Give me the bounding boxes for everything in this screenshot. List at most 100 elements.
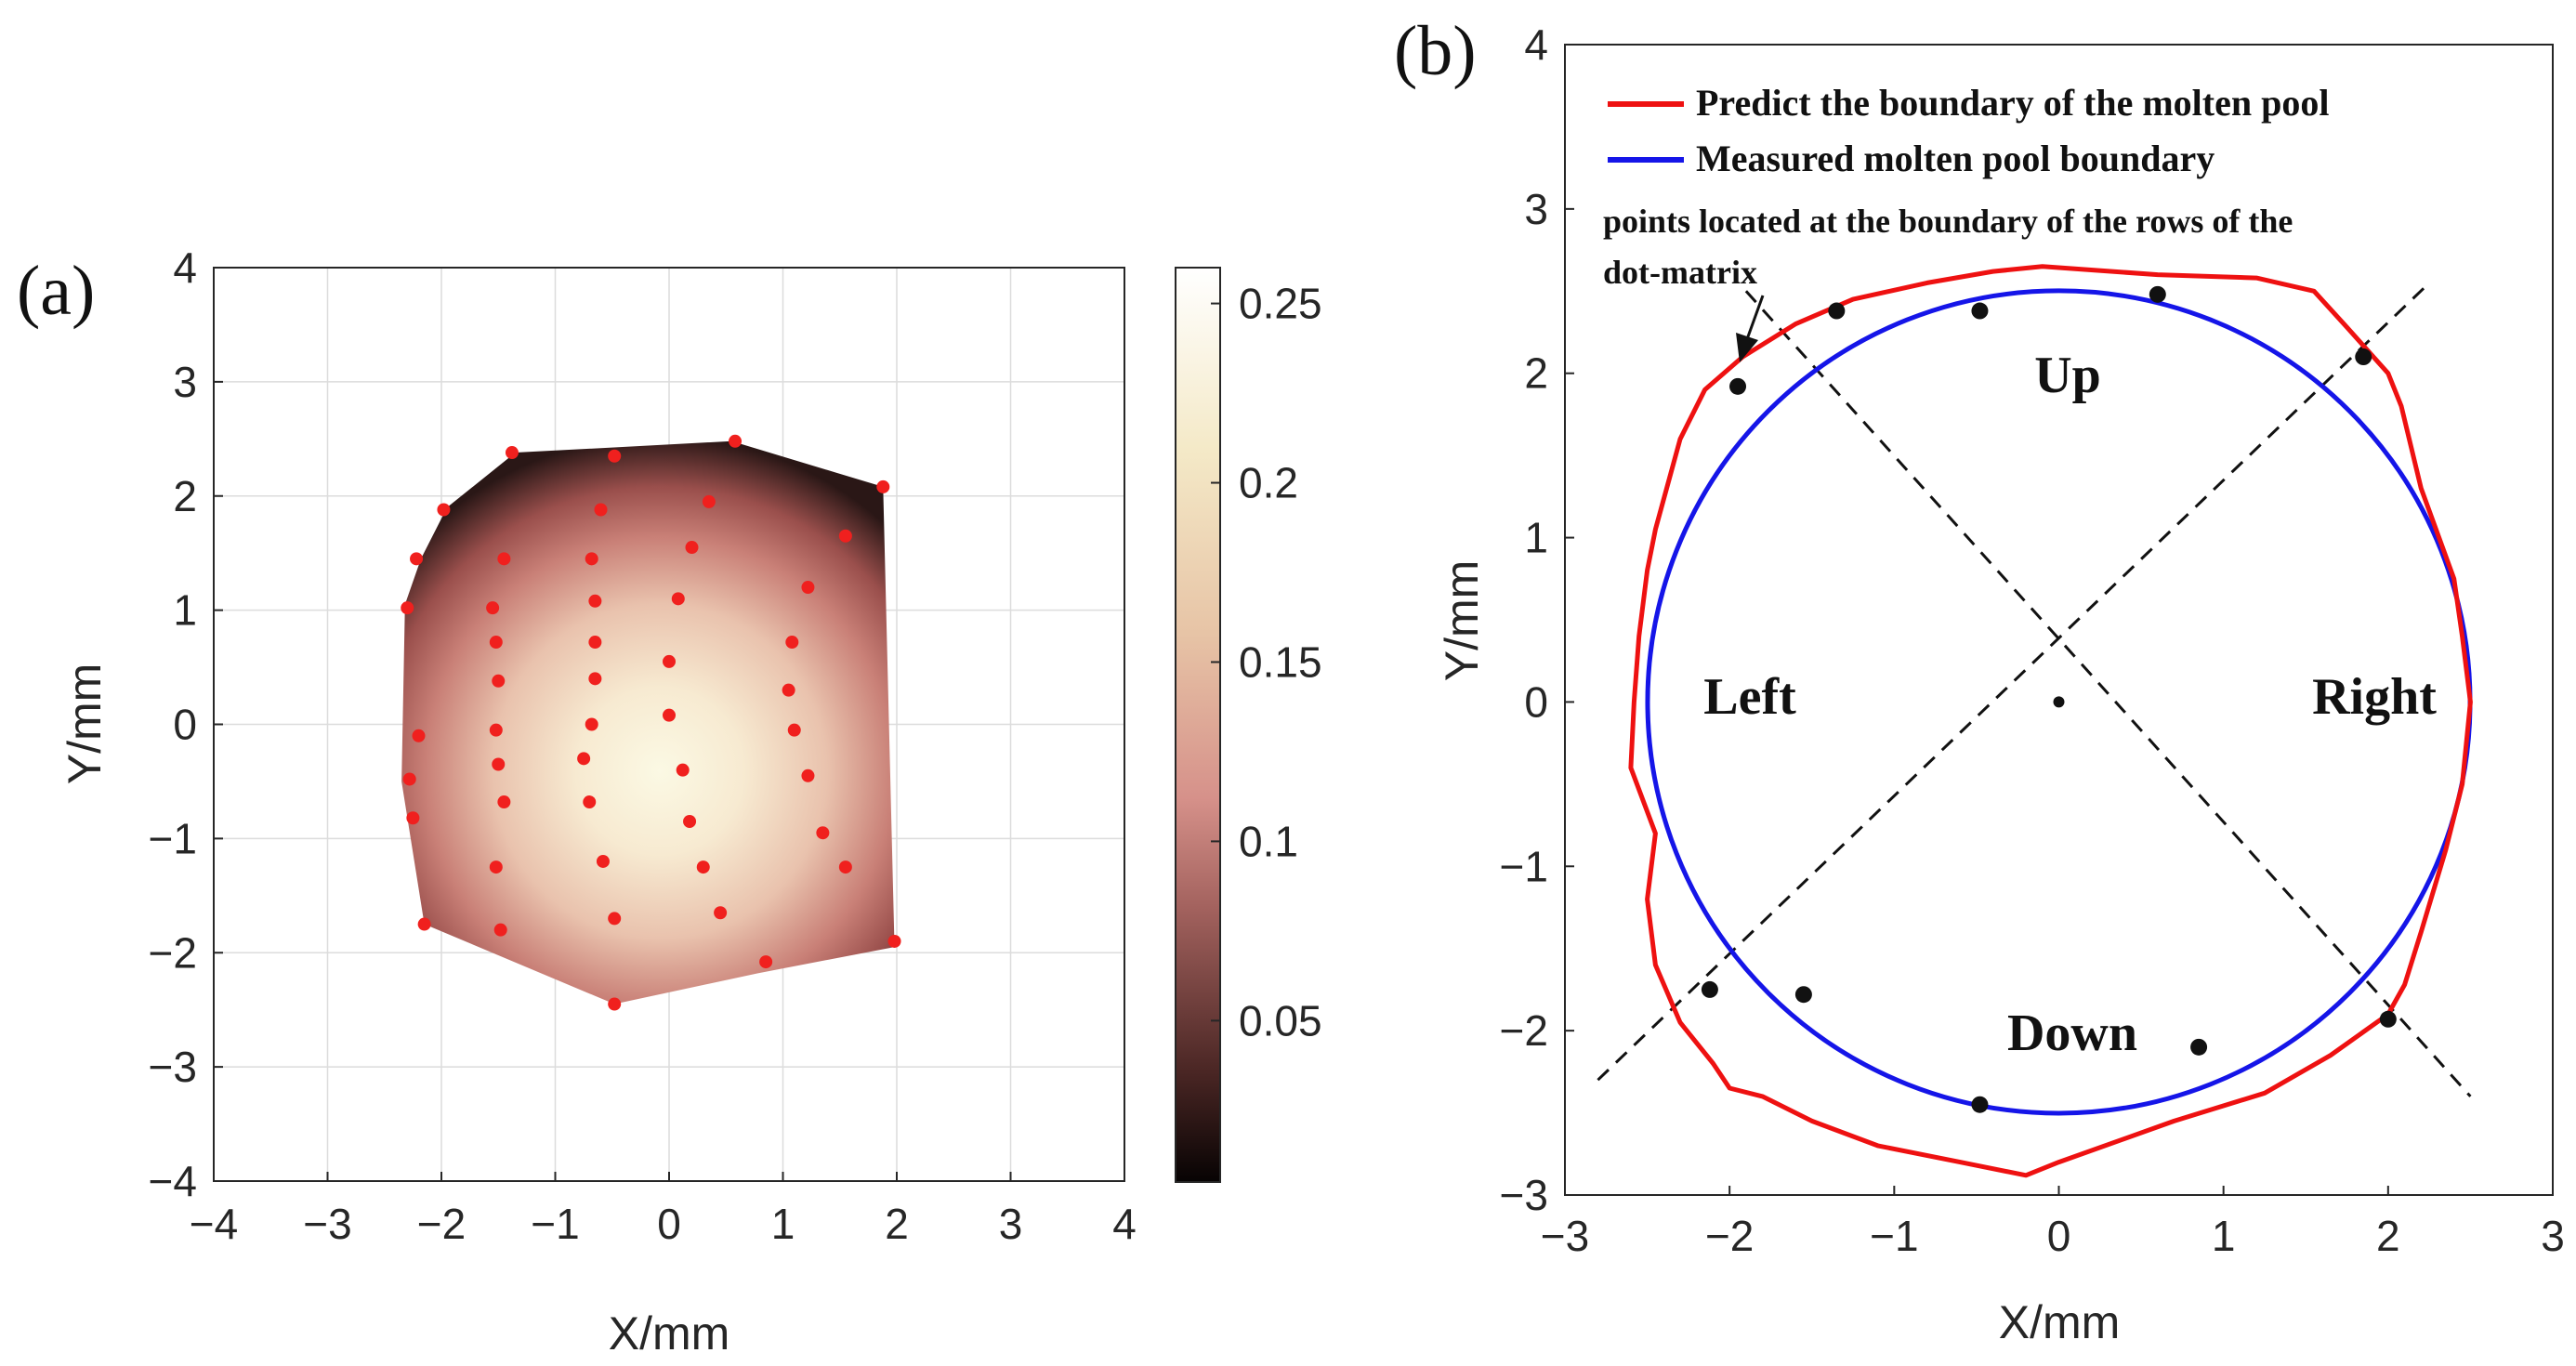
panel-b-points: [1701, 285, 2397, 1113]
measure-point: [608, 912, 622, 926]
measure-point: [583, 795, 597, 809]
boundary-point: [2149, 285, 2166, 303]
measure-point: [401, 601, 414, 615]
region-label-down: Down: [2007, 1005, 2137, 1062]
boundary-point: [2355, 348, 2372, 366]
y-tick-label: 0: [173, 701, 197, 749]
measure-point: [787, 723, 801, 737]
measure-point: [412, 729, 426, 742]
heat-surface: [401, 440, 895, 1005]
measure-point: [585, 552, 598, 566]
y-tick-label: 1: [1524, 514, 1548, 562]
measure-point: [729, 434, 743, 448]
measure-point: [585, 717, 598, 731]
panel-a-xlabel: X/mm: [609, 1307, 730, 1359]
panel-b-xlabel: X/mm: [1999, 1296, 2121, 1348]
y-tick-label: 2: [1524, 349, 1548, 398]
panel-b-label: (b): [1394, 12, 1477, 90]
measure-point: [876, 479, 890, 493]
y-tick-label: −3: [1500, 1171, 1548, 1219]
legend-label-predicted: Predict the boundary of the molten pool: [1696, 82, 2329, 124]
measure-point: [714, 906, 728, 920]
measure-point: [577, 752, 591, 766]
measure-point: [588, 636, 602, 650]
x-tick-label: −2: [1705, 1212, 1754, 1260]
legend: Predict the boundary of the molten pool …: [1608, 82, 2329, 179]
measure-point: [497, 552, 511, 566]
boundary-point: [2379, 1010, 2397, 1028]
measure-point: [759, 955, 773, 969]
dashed-diagonal: [1597, 282, 2431, 1082]
x-tick-label: 1: [2212, 1212, 2236, 1260]
x-tick-label: −2: [417, 1200, 466, 1248]
y-tick-label: 4: [1524, 20, 1548, 69]
x-tick-label: 0: [2047, 1212, 2071, 1260]
panel-b-xticks: −3 −2 −1 0 1 2 3: [1541, 1186, 2565, 1260]
measure-point: [702, 494, 716, 508]
panel-a: (a) −4 −3 −2 −1 0 1 2 3 4 4 3 2 1 0 −1 −2 −3 −4 X/mm Y/m…: [17, 243, 1322, 1359]
measure-point: [489, 860, 503, 874]
region-label-right: Right: [2312, 668, 2437, 726]
predicted-boundary-line: [1628, 264, 2473, 1178]
legend-label-measured: Measured molten pool boundary: [1696, 138, 2215, 179]
x-tick-label: −3: [303, 1200, 351, 1248]
annotation-line1: points located at the boundary of the ro…: [1603, 203, 2293, 240]
measure-point: [437, 503, 451, 517]
measure-point: [838, 529, 852, 543]
annotation-line2: dot-matrix: [1603, 254, 1757, 291]
x-tick-label: −3: [1541, 1212, 1589, 1260]
measure-point: [608, 449, 622, 463]
measure-point: [663, 654, 676, 668]
measure-point: [671, 592, 685, 606]
measure-point: [676, 763, 690, 777]
region-label-left: Left: [1703, 668, 1796, 726]
measure-point: [492, 757, 506, 771]
measure-point: [497, 795, 511, 809]
colorbar-tick-label: 0.15: [1239, 637, 1322, 686]
colorbar: [1175, 267, 1221, 1183]
colorbar-ticks: 0.25 0.2 0.15 0.1 0.05: [1211, 280, 1322, 1044]
x-tick-label: 4: [1112, 1200, 1137, 1248]
annotation-arrow-head: [1736, 333, 1758, 362]
y-tick-label: 4: [173, 243, 197, 292]
x-tick-label: −4: [190, 1200, 238, 1248]
boundary-point: [1971, 302, 1989, 320]
x-tick-label: 0: [657, 1200, 681, 1248]
measure-point: [683, 814, 697, 828]
measure-point: [782, 683, 795, 697]
panel-a-ylabel: Y/mm: [59, 663, 111, 785]
measure-point: [594, 503, 608, 517]
measure-point: [785, 636, 799, 650]
x-tick-label: −1: [531, 1200, 579, 1248]
measure-point: [608, 997, 622, 1011]
measure-point: [696, 860, 710, 874]
measure-point: [493, 923, 507, 937]
panel-a-xticks: −4 −3 −2 −1 0 1 2 3 4: [190, 1172, 1137, 1248]
dashed-diagonal: [1744, 290, 2472, 1097]
boundary-point: [1794, 986, 1812, 1004]
center-marker: [2053, 696, 2065, 708]
colorbar-tick-label: 0.05: [1239, 996, 1322, 1044]
y-tick-label: −3: [149, 1043, 197, 1091]
panel-a-yticks: 4 3 2 1 0 −1 −2 −3 −4: [149, 243, 223, 1205]
measure-point: [588, 672, 602, 686]
measure-point: [685, 541, 699, 555]
measure-point: [838, 860, 852, 874]
measure-point: [663, 708, 676, 722]
measure-point: [402, 772, 416, 786]
y-tick-label: 2: [173, 472, 197, 520]
y-tick-label: −1: [1500, 842, 1548, 890]
y-tick-label: −1: [149, 814, 197, 862]
colorbar-tick-label: 0.1: [1239, 817, 1298, 865]
measure-point: [406, 811, 420, 825]
annotation-arrow-shaft: [1745, 295, 1765, 340]
measure-point: [489, 636, 503, 650]
x-tick-label: −1: [1870, 1212, 1918, 1260]
y-tick-label: 1: [173, 586, 197, 635]
measure-point: [492, 674, 506, 688]
colorbar-tick-label: 0.25: [1239, 280, 1322, 328]
x-tick-label: 3: [999, 1200, 1023, 1248]
measure-point: [801, 768, 815, 782]
y-tick-label: −2: [1500, 1006, 1548, 1055]
